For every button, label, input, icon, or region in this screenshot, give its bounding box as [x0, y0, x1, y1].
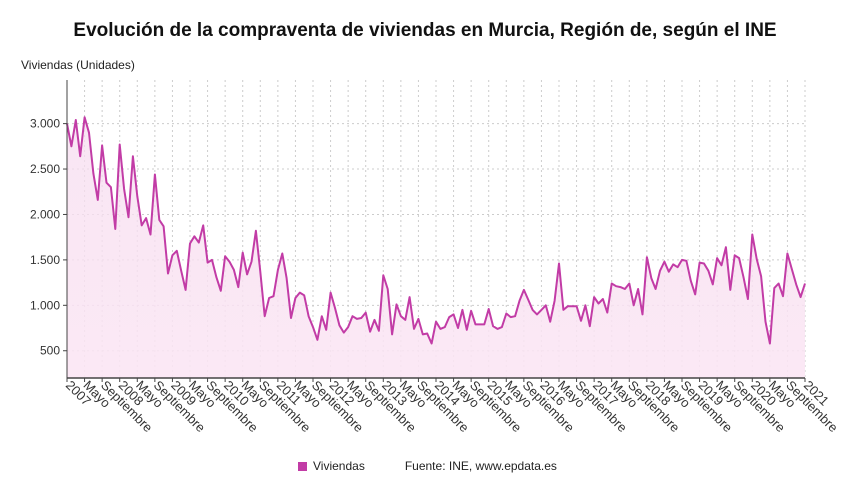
y-tick-label: 2.500	[30, 162, 60, 176]
y-tick-label: 3.000	[30, 117, 60, 131]
legend-swatch	[298, 461, 307, 471]
series-area	[67, 117, 805, 379]
y-tick-label: 500	[40, 344, 60, 358]
line-chart: 5001.0001.5002.0002.5003.0002007MayoSept…	[30, 80, 841, 435]
legend: Viviendas Fuente: INE, www.epdata.es	[298, 459, 557, 473]
y-tick-label: 1.000	[30, 298, 60, 312]
chart-title: Evolución de la compraventa de viviendas…	[73, 20, 777, 41]
legend-series-label: Viviendas	[313, 459, 365, 473]
y-axis-label: Viviendas (Unidades)	[21, 58, 135, 72]
y-tick-label: 2.000	[30, 207, 60, 221]
y-tick-label: 1.500	[30, 253, 60, 267]
source-text: Fuente: INE, www.epdata.es	[404, 459, 557, 473]
